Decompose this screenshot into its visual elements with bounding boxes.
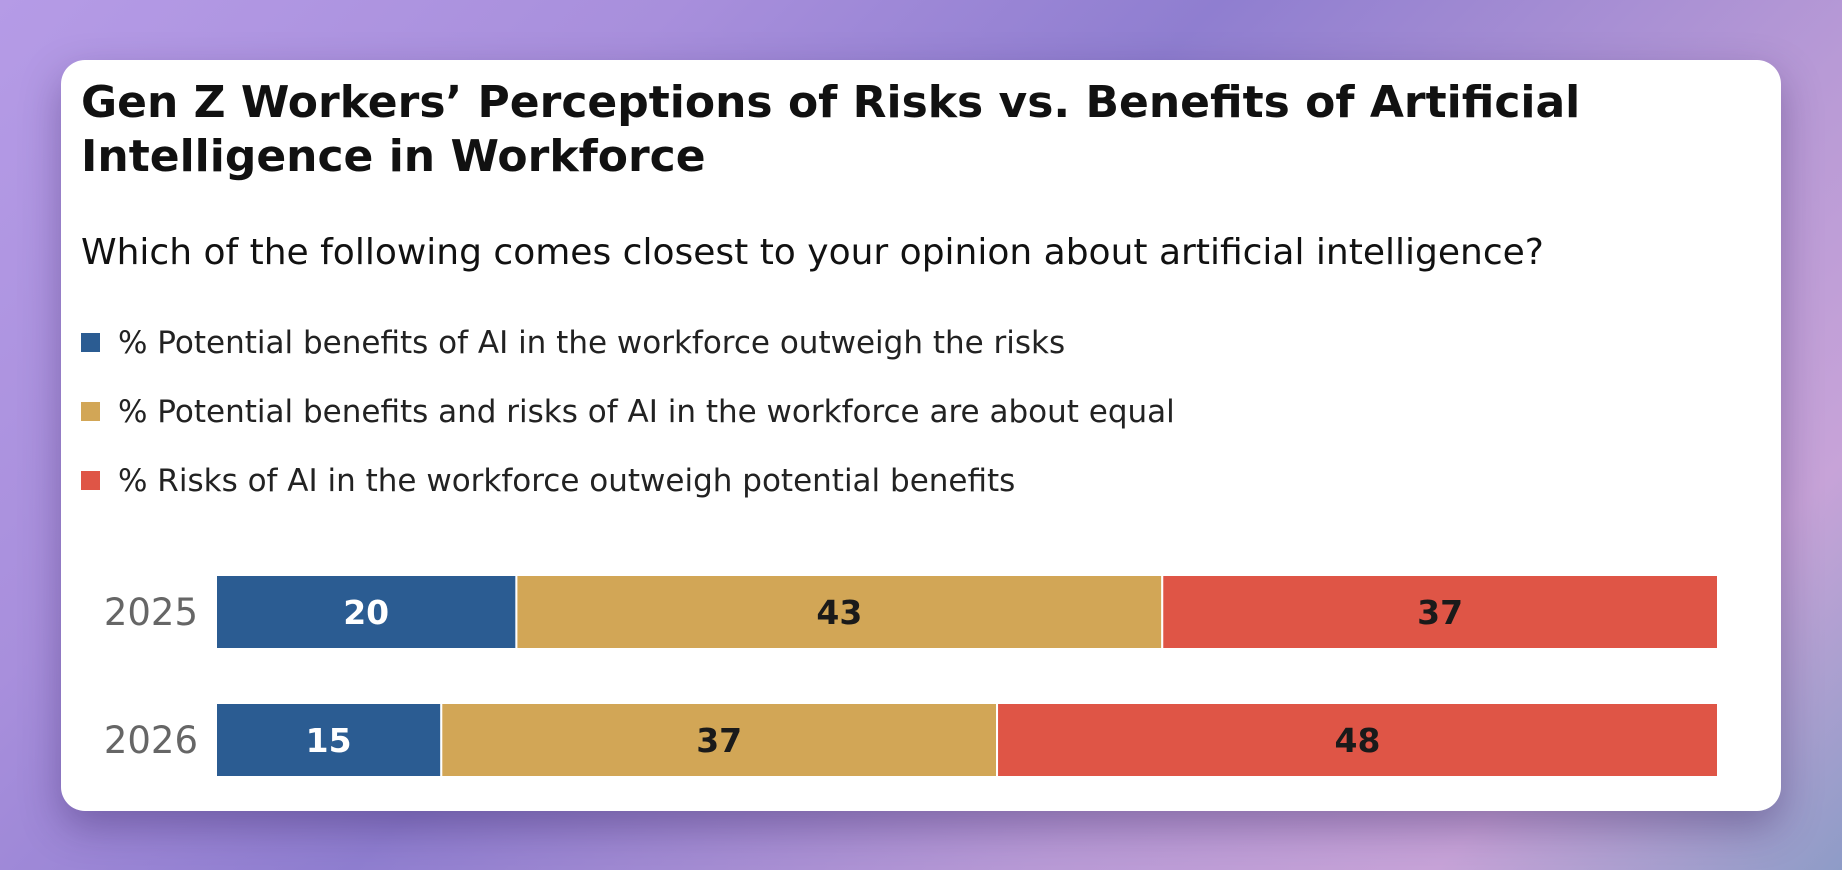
legend-label: % Potential benefits of AI in the workfo… — [118, 324, 1066, 361]
legend-item-risks: % Risks of AI in the workforce outweigh … — [81, 446, 1175, 515]
category-label: 2025 — [104, 591, 198, 634]
legend-label: % Potential benefits and risks of AI in … — [118, 393, 1175, 430]
legend-swatch — [81, 333, 100, 352]
bar-segment — [215, 702, 443, 778]
data-label: 37 — [696, 721, 742, 760]
data-label: 37 — [1417, 593, 1463, 632]
bar-segment — [1161, 574, 1719, 650]
chart-title: Gen Z Workers’ Perceptions of Risks vs. … — [81, 77, 1581, 182]
category-label: 2026 — [104, 719, 198, 762]
bar-segment — [440, 702, 999, 778]
data-label: 48 — [1335, 721, 1381, 760]
data-label: 20 — [343, 593, 389, 632]
bar-chart: 2025 20 43 37 2026 15 37 48 — [104, 574, 1719, 778]
chart-card: Gen Z Workers’ Perceptions of Risks vs. … — [61, 60, 1781, 811]
legend-label: % Risks of AI in the workforce outweigh … — [118, 462, 1016, 499]
legend-item-equal: % Potential benefits and risks of AI in … — [81, 377, 1175, 446]
bar-segment — [515, 574, 1164, 650]
bar-segment — [215, 574, 518, 650]
legend: % Potential benefits of AI in the workfo… — [81, 308, 1175, 515]
legend-item-benefits: % Potential benefits of AI in the workfo… — [81, 308, 1175, 377]
data-label: 43 — [816, 593, 862, 632]
legend-swatch — [81, 471, 100, 490]
bar-segment — [996, 702, 1719, 778]
chart-subtitle: Which of the following comes closest to … — [81, 232, 1544, 273]
data-label: 15 — [306, 721, 352, 760]
legend-swatch — [81, 402, 100, 421]
